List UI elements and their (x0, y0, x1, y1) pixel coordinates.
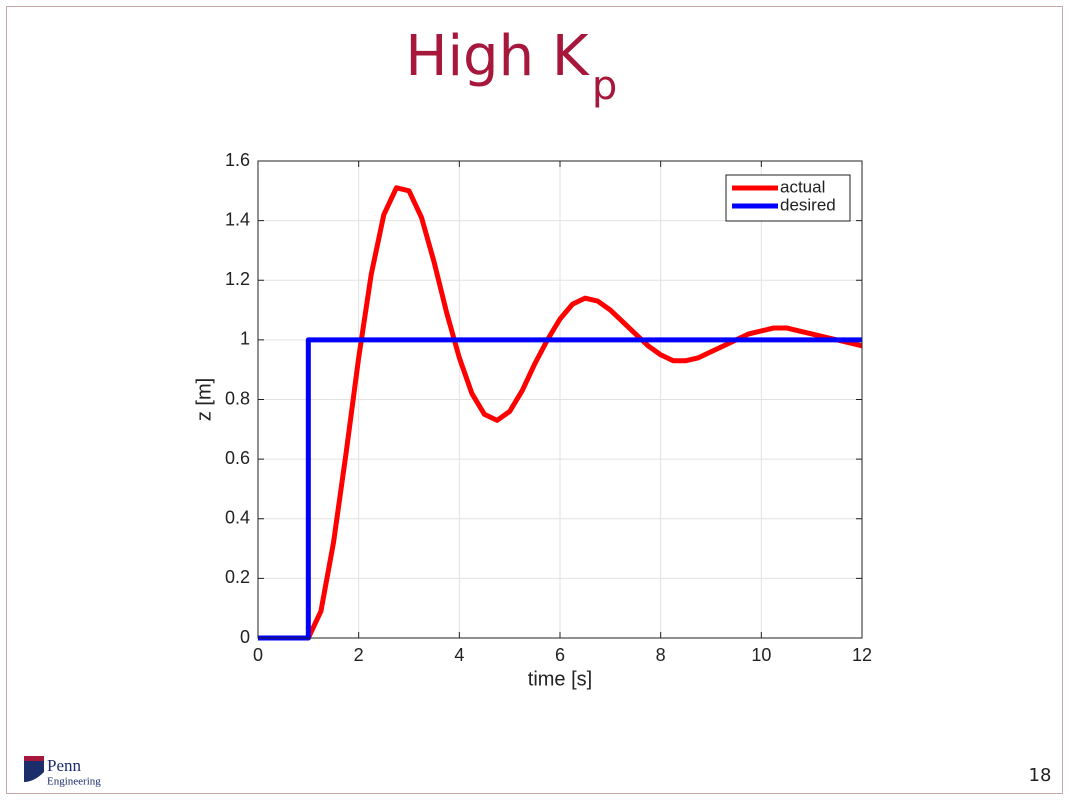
y-tick-label: 0.4 (225, 508, 250, 528)
x-tick-label: 4 (454, 645, 464, 665)
logo-shield (19, 756, 44, 782)
data-line (258, 185, 863, 641)
legend-label: desired (780, 195, 836, 214)
y-tick-label: 1.6 (225, 150, 250, 170)
slide-title: High K (405, 24, 590, 89)
y-tick-label: 1.4 (225, 209, 250, 229)
y-tick-label: 1 (240, 329, 250, 349)
logo-shield-band (24, 756, 44, 761)
logo: Penn Engineering (19, 756, 101, 788)
plot: 0 2 4 6 8 10 12 0 0.2 0.4 0.6 0.8 1 1.2 1.4 1.6 time [s]… (193, 150, 872, 691)
y-tick-label: 0.8 (225, 388, 250, 408)
legend-label: actual (780, 177, 825, 196)
logo-text: Penn (47, 756, 82, 775)
y-tick-label: 1.2 (225, 269, 250, 289)
legend-box (725, 174, 851, 222)
page-number: 18 (1029, 765, 1052, 786)
logo-subtext: Engineering (47, 776, 101, 788)
y-tick-label: 0.6 (225, 448, 250, 468)
y-axis-label: z [m] (193, 378, 215, 421)
x-tick-label: 0 (253, 645, 263, 665)
title-subscript: p (592, 63, 617, 109)
y-tick-label: 0 (240, 627, 250, 647)
plot-frame (257, 160, 863, 639)
x-tick-label: 2 (354, 645, 364, 665)
x-tick-label: 6 (555, 645, 565, 665)
x-tick-label: 10 (751, 645, 771, 665)
x-tick-label: 8 (656, 645, 666, 665)
x-tick-label: 12 (852, 645, 872, 665)
x-axis-label: time [s] (528, 668, 592, 690)
y-tick-label: 0.2 (225, 567, 250, 587)
